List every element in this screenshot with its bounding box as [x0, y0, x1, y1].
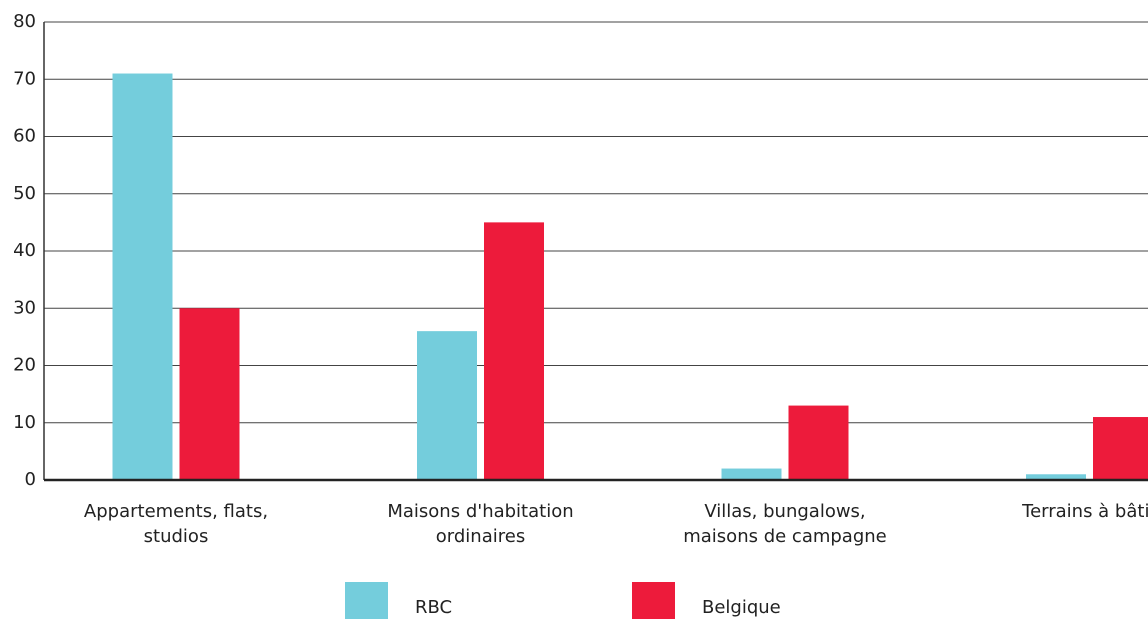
x-tick-label: Terrains à bâtir [1021, 501, 1148, 522]
bar [417, 331, 477, 480]
x-tick-label: ordinaires [436, 526, 525, 547]
y-tick-label: 0 [25, 469, 36, 490]
x-tick-label: Villas, bungalows, [704, 501, 865, 522]
legend-swatch [632, 582, 675, 619]
y-tick-label: 40 [13, 240, 36, 261]
legend-swatch [345, 582, 388, 619]
x-tick-label: Appartements, flats, [84, 501, 268, 522]
y-tick-label: 80 [13, 11, 36, 32]
bar [484, 222, 544, 480]
y-tick-label: 30 [13, 297, 36, 318]
bar [788, 405, 849, 480]
y-tick-label: 10 [13, 412, 36, 433]
legend-label: RBC [415, 597, 452, 618]
y-tick-label: 60 [13, 126, 36, 147]
y-tick-label: 50 [13, 183, 36, 204]
bar [112, 73, 173, 481]
x-tick-label: studios [144, 526, 209, 547]
x-tick-label: maisons de campagne [683, 526, 887, 547]
bar [1026, 474, 1086, 480]
bar [179, 308, 240, 480]
y-tick-label: 20 [13, 355, 36, 376]
bar [1093, 417, 1148, 480]
y-tick-label: 70 [13, 68, 36, 89]
x-tick-label: Maisons d'habitation [387, 501, 573, 522]
bar [721, 468, 782, 480]
legend-label: Belgique [702, 597, 781, 618]
